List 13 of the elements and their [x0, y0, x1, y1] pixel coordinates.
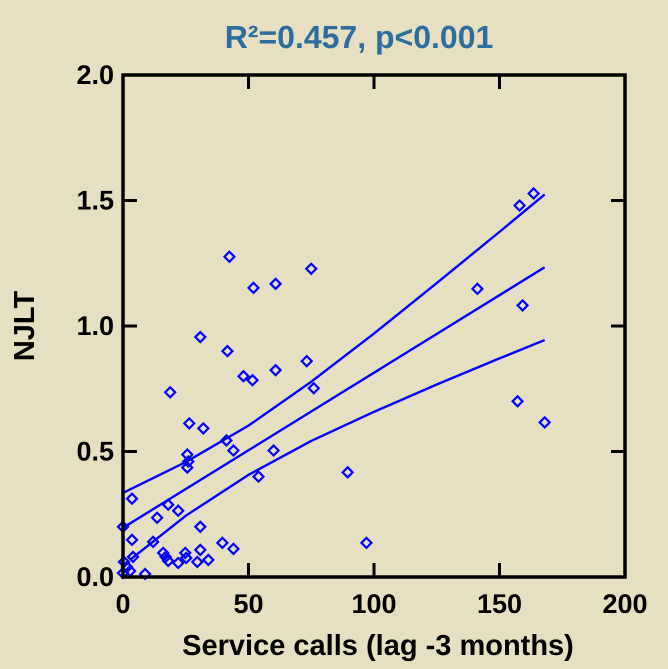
x-tick-label: 100 — [351, 589, 397, 619]
x-tick-label: 200 — [602, 589, 648, 619]
x-tick-label: 50 — [233, 589, 264, 619]
y-axis-title: NJLT — [9, 290, 41, 362]
x-axis-title: Service calls (lag -3 months) — [182, 630, 574, 662]
y-tick-label: 1.0 — [76, 311, 114, 341]
y-tick-label: 0.5 — [76, 436, 114, 466]
x-tick-label: 0 — [115, 589, 131, 619]
chart-title: R²=0.457, p<0.001 — [224, 19, 494, 55]
y-tick-label: 2.0 — [76, 60, 114, 90]
y-tick-label: 1.5 — [76, 186, 114, 216]
x-tick-label: 150 — [476, 589, 522, 619]
y-tick-label: 0.0 — [76, 562, 114, 592]
